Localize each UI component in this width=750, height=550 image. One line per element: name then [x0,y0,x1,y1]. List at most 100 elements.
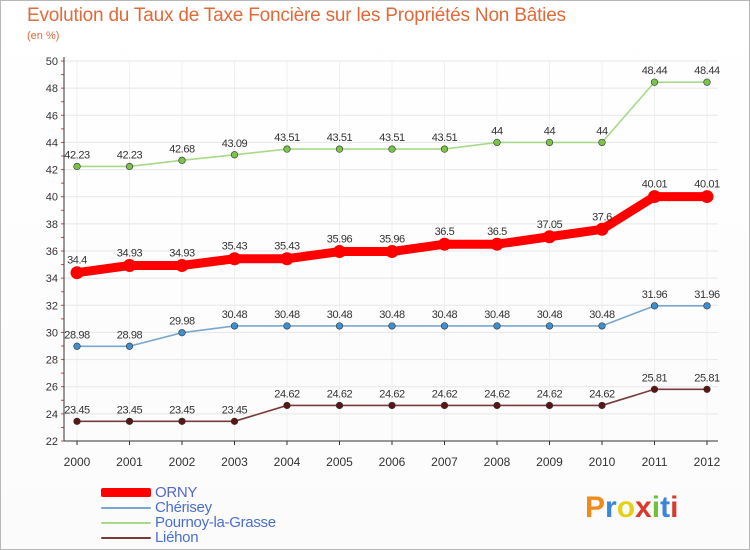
data-label: 23.45 [222,404,248,416]
data-label: 34.93 [169,248,195,260]
legend-item: Chérisey [101,500,276,515]
y-tick-label: 22 [46,436,58,448]
x-tick-label: 2011 [642,455,668,469]
x-tick-label: 2004 [274,455,301,469]
data-point [230,322,239,330]
y-tick-label: 24 [46,409,58,421]
data-label: 43.51 [432,132,458,144]
data-label: 36.5 [487,226,507,238]
data-label: 30.48 [222,309,248,321]
data-label: 43.51 [274,132,300,144]
data-point [703,385,711,393]
data-label: 44 [491,125,503,137]
data-label: 24.62 [537,388,563,400]
x-tick-label: 2007 [431,455,458,469]
y-tick-label: 36 [46,246,58,258]
data-point [440,145,449,153]
data-point [73,162,81,171]
data-point [650,302,659,310]
series-pournoy-la-grasse: 42.23 42.23 42.68 43.09 43.51 43.51 43.51 43.51… [64,65,720,171]
data-point [493,401,501,410]
data-label: 44 [544,125,556,137]
data-label: 30.48 [274,309,300,321]
x-tick-label: 2001 [116,455,143,469]
data-point [280,252,294,266]
data-label: 31.96 [642,289,668,301]
legend-label: Chérisey [155,499,212,516]
data-point [438,237,451,251]
data-point [543,230,556,244]
y-tick-label: 26 [46,382,58,394]
data-point [178,156,186,164]
data-label: 44 [596,125,608,137]
x-tick-label: 2003 [221,455,248,469]
data-point [283,322,291,330]
y-tick-label: 50 [46,56,58,68]
legend-swatch [101,488,151,497]
logo-letter: x [635,491,652,524]
legend-label: ORNY [155,484,198,501]
legend-label: Liéhon [155,529,199,546]
data-point [73,417,81,425]
data-label: 34.93 [117,248,143,260]
data-point [440,401,449,410]
data-label: 42.68 [169,143,195,155]
data-point [545,138,554,147]
data-point [598,138,606,147]
data-point [228,252,241,266]
x-tick-label: 2005 [326,455,353,469]
x-tick-label: 2006 [379,455,406,469]
data-point [703,78,711,86]
data-label: 48.44 [642,65,668,77]
series-ch-risey: 28.98 28.98 29.98 30.48 30.48 30.48 30.48 30.48… [64,289,720,350]
data-label: 42.23 [64,149,90,161]
data-point [178,329,186,337]
series-li-hon: 23.45 23.45 23.45 23.45 24.62 24.62 24.62 24.62… [64,372,720,425]
data-label: 30.48 [432,309,458,321]
data-label: 23.45 [117,404,143,416]
proxiti-logo: Proxiti [585,491,678,525]
data-point [125,417,134,425]
data-point [178,417,186,425]
legend-label: Pournoy-la-Grasse [155,514,276,531]
data-label: 24.62 [274,388,300,400]
data-point [125,342,134,350]
y-tick-label: 30 [46,327,58,339]
y-tick-label: 44 [46,137,58,149]
data-point [545,401,554,410]
data-label: 40.01 [694,179,720,191]
y-unit-label: (en %) [27,30,60,42]
data-point [283,401,291,410]
data-point [648,190,661,204]
data-point [175,259,189,273]
data-point [595,222,609,236]
legend-swatch [101,521,151,524]
data-point [385,245,399,259]
data-label: 30.48 [379,309,405,321]
data-label: 29.98 [169,316,195,328]
data-label: 24.62 [484,388,510,400]
data-label: 25.81 [694,372,720,384]
logo-letter: i [670,491,679,524]
data-label: 30.48 [589,309,615,321]
y-tick-label: 42 [46,165,58,177]
data-point [70,266,84,280]
legend-item: ORNY [101,485,276,500]
y-tick-label: 38 [46,219,58,231]
data-label: 28.98 [117,329,143,341]
data-label: 35.96 [379,234,405,246]
data-label: 43.51 [379,132,405,144]
y-tick-label: 32 [46,300,58,312]
x-tick-label: 2009 [536,455,563,469]
data-point [598,401,606,410]
logo-letter: r [605,491,617,524]
legend-swatch [101,506,151,509]
y-tick-label: 40 [46,192,58,204]
data-label: 34.4 [67,255,87,267]
logo-letter: o [616,491,636,524]
x-tick-label: 2008 [484,455,511,469]
data-point [335,322,344,330]
data-label: 35.96 [327,234,353,246]
y-tick-label: 46 [46,110,58,122]
